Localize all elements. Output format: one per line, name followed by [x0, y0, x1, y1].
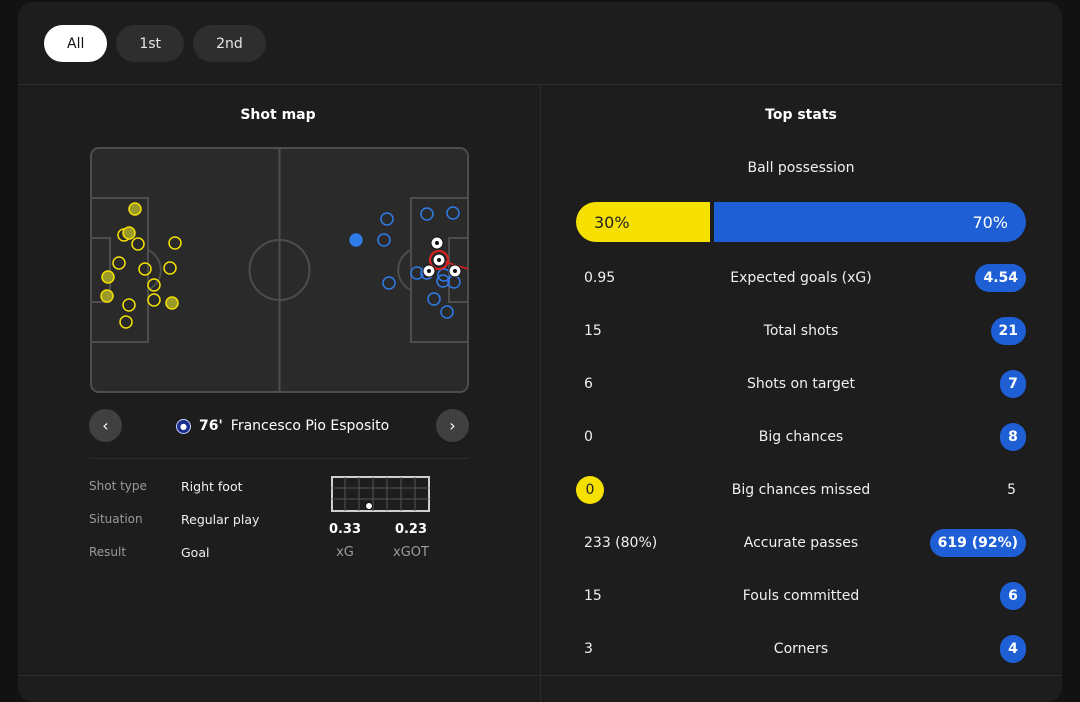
- stat-home-value: 6: [584, 376, 593, 392]
- shot-map-title: Shot map: [240, 107, 316, 123]
- possession-home-value: 30%: [594, 212, 630, 232]
- stat-home-value: 15: [584, 588, 602, 604]
- stat-row-fouls: 15 Fouls committed 6: [576, 582, 1026, 610]
- xgot-label: xGOT: [393, 545, 429, 560]
- tab-all[interactable]: All: [44, 25, 108, 62]
- shot-minute: 76': [199, 418, 223, 434]
- goal-frame-diagram: [331, 476, 430, 512]
- away-shot-marker: [440, 305, 454, 319]
- stat-row-total-shots: 15 Total shots 21: [576, 317, 1026, 345]
- next-shot-button[interactable]: ›: [436, 409, 469, 442]
- away-shot-marker: [420, 207, 434, 221]
- inter-badge-icon: ●: [176, 418, 191, 434]
- detail-value-situation: Regular play: [181, 512, 260, 527]
- chevron-right-icon: ›: [449, 416, 456, 435]
- home-shot-marker: [128, 202, 142, 216]
- away-shot-marker: [427, 292, 441, 306]
- stat-name: Corners: [773, 641, 829, 657]
- home-shot-marker: [112, 256, 126, 270]
- xg-value: 0.33: [328, 522, 362, 537]
- possession-label: Ball possession: [747, 160, 855, 176]
- detail-value-shot-type: Right foot: [181, 479, 243, 494]
- divider: [90, 458, 469, 459]
- stat-home-value: 0.95: [584, 270, 616, 286]
- stat-away-value: 7: [1000, 370, 1026, 398]
- stat-away-value: 4.54: [975, 264, 1026, 292]
- stat-home-value: 3: [584, 641, 593, 657]
- detail-label-situation: Situation: [89, 512, 143, 526]
- top-stats-title: Top stats: [765, 107, 837, 123]
- stat-name: Big chances missed: [731, 482, 871, 498]
- stat-name: Expected goals (xG): [730, 270, 872, 286]
- home-shot-marker: [122, 226, 136, 240]
- home-shot-marker: [138, 262, 152, 276]
- stat-away-value: 6: [1000, 582, 1026, 610]
- away-shot-marker: [446, 206, 460, 220]
- stat-row-big-chances: 0 Big chances 8: [576, 423, 1026, 451]
- detail-value-result: Goal: [181, 545, 210, 560]
- shot-player-name: Francesco Pio Esposito: [230, 418, 390, 434]
- divider: [18, 675, 1062, 676]
- selected-shot-header: ● 76' Francesco Pio Esposito: [176, 415, 389, 437]
- selected-shot-highlight: [429, 250, 449, 270]
- stat-away-value: 21: [990, 317, 1026, 345]
- shot-map-pitch[interactable]: [90, 147, 469, 393]
- stat-name: Shots on target: [746, 376, 855, 392]
- detail-label-shot-type: Shot type: [89, 479, 147, 493]
- stat-away-value: 5: [1007, 482, 1016, 498]
- home-shot-marker: [147, 293, 161, 307]
- home-shot-marker: [165, 296, 179, 310]
- chevron-left-icon: ‹: [102, 416, 109, 435]
- away-shot-marker: [377, 233, 391, 247]
- football-icon: [365, 502, 373, 510]
- stat-row-big-chances-missed: 0 Big chances missed 5: [576, 476, 1026, 504]
- stat-home-value: 233 (80%): [584, 535, 658, 551]
- away-shot-marker: [380, 212, 394, 226]
- stat-row-accurate-passes: 233 (80%) Accurate passes 619 (92%): [576, 529, 1026, 557]
- possession-away-value: 70%: [972, 212, 1008, 232]
- tab-1st[interactable]: 1st: [116, 25, 185, 62]
- match-stats-card: All 1st 2nd Shot map: [18, 2, 1062, 702]
- stat-home-value: 0: [576, 476, 604, 504]
- tab-2nd[interactable]: 2nd: [193, 25, 266, 62]
- stat-home-value: 0: [584, 429, 593, 445]
- home-shot-marker: [131, 237, 145, 251]
- possession-bar: 30% 70%: [576, 202, 1026, 242]
- period-tabs: All 1st 2nd: [44, 25, 266, 62]
- home-shot-marker: [100, 289, 114, 303]
- stat-away-value: 4: [1000, 635, 1026, 663]
- away-shot-marker: [436, 274, 450, 288]
- stat-row-corners: 3 Corners 4: [576, 635, 1026, 663]
- detail-label-result: Result: [89, 545, 127, 559]
- xg-label: xG: [336, 545, 354, 560]
- stat-name: Accurate passes: [743, 535, 859, 551]
- xgot-value: 0.23: [394, 522, 428, 537]
- home-shot-marker: [122, 298, 136, 312]
- stat-name: Fouls committed: [742, 588, 860, 604]
- stat-away-value: 8: [1000, 423, 1026, 451]
- home-shot-marker: [163, 261, 177, 275]
- column-divider: [540, 84, 541, 702]
- home-shot-marker: [101, 270, 115, 284]
- home-shot-marker: [147, 278, 161, 292]
- stat-away-value: 619 (92%): [929, 529, 1026, 557]
- stat-name: Big chances: [758, 429, 844, 445]
- away-shot-marker: [349, 233, 363, 247]
- stat-row-shots-on-target: 6 Shots on target 7: [576, 370, 1026, 398]
- stat-home-value: 15: [584, 323, 602, 339]
- away-shot-marker: [382, 276, 396, 290]
- possession-home-bar: 30%: [576, 202, 710, 242]
- stat-name: Total shots: [763, 323, 839, 339]
- home-shot-marker: [119, 315, 133, 329]
- home-shot-marker: [168, 236, 182, 250]
- stat-row-xg: 0.95 Expected goals (xG) 4.54: [576, 264, 1026, 292]
- prev-shot-button[interactable]: ‹: [89, 409, 122, 442]
- possession-away-bar: 70%: [714, 202, 1026, 242]
